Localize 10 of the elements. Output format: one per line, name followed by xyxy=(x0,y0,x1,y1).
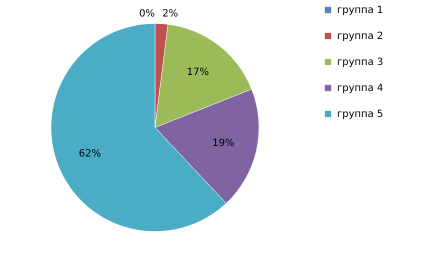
data-label: 17% xyxy=(186,67,210,78)
legend-label: группа 3 xyxy=(337,57,384,68)
legend-label: группа 2 xyxy=(337,31,384,42)
legend-label: группа 1 xyxy=(337,5,384,16)
legend-label: группа 5 xyxy=(337,109,384,120)
legend-label: группа 4 xyxy=(337,83,384,94)
data-label: 62% xyxy=(78,148,102,160)
data-label: 2% xyxy=(162,8,178,20)
data-label: 19% xyxy=(212,138,234,149)
text: 0% xyxy=(139,8,155,20)
